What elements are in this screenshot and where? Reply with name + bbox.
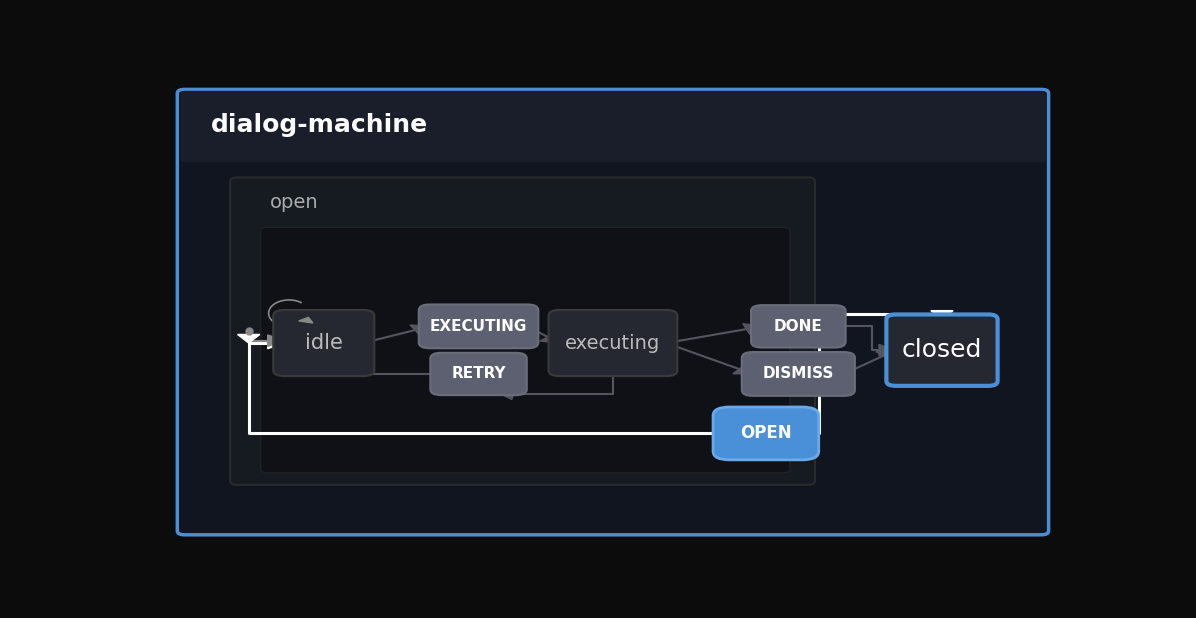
Text: DONE: DONE <box>774 319 823 334</box>
FancyBboxPatch shape <box>273 310 374 376</box>
FancyBboxPatch shape <box>886 315 997 386</box>
Polygon shape <box>299 318 313 323</box>
Text: closed: closed <box>902 338 982 362</box>
Text: executing: executing <box>566 334 660 352</box>
Polygon shape <box>268 337 285 349</box>
FancyBboxPatch shape <box>549 310 677 376</box>
FancyBboxPatch shape <box>261 227 791 473</box>
Polygon shape <box>496 389 515 399</box>
Polygon shape <box>410 325 429 335</box>
FancyBboxPatch shape <box>742 352 855 396</box>
FancyBboxPatch shape <box>230 177 814 485</box>
FancyBboxPatch shape <box>419 305 538 349</box>
Polygon shape <box>352 343 374 352</box>
FancyBboxPatch shape <box>431 353 526 395</box>
Polygon shape <box>743 324 762 334</box>
Polygon shape <box>875 350 896 360</box>
FancyBboxPatch shape <box>181 91 1045 162</box>
Text: open: open <box>270 193 318 212</box>
FancyBboxPatch shape <box>177 90 1049 535</box>
Polygon shape <box>879 344 896 356</box>
Text: dialog-machine: dialog-machine <box>210 113 428 137</box>
Polygon shape <box>733 365 753 374</box>
Polygon shape <box>930 311 953 320</box>
Text: RETRY: RETRY <box>451 366 506 381</box>
Text: EXECUTING: EXECUTING <box>429 319 527 334</box>
Polygon shape <box>268 335 285 346</box>
Text: DISMISS: DISMISS <box>763 366 834 381</box>
FancyBboxPatch shape <box>751 305 846 347</box>
FancyBboxPatch shape <box>713 407 819 460</box>
Text: OPEN: OPEN <box>740 425 792 442</box>
Polygon shape <box>238 334 260 343</box>
Polygon shape <box>539 333 560 343</box>
Text: idle: idle <box>305 333 343 353</box>
